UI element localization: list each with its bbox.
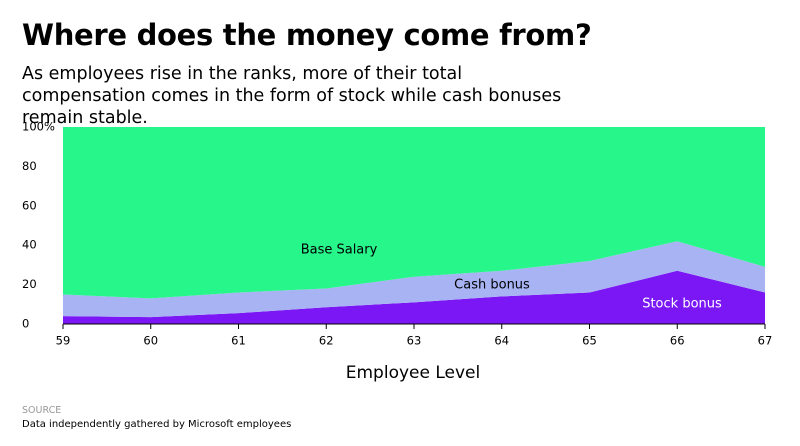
- x-tick-label: 66: [670, 334, 685, 348]
- y-tick-label: 80: [22, 159, 37, 173]
- series-label: Cash bonus: [454, 278, 530, 293]
- x-tick-label: 59: [56, 334, 71, 348]
- x-axis-label: Employee Level: [346, 363, 480, 383]
- x-tick-label: 67: [758, 334, 773, 348]
- x-tick-label: 65: [582, 334, 597, 348]
- y-tick-label: 20: [22, 277, 37, 291]
- x-tick-label: 60: [143, 334, 158, 348]
- areas: [63, 127, 765, 324]
- area: [63, 241, 765, 318]
- series-label: Stock bonus: [642, 297, 722, 312]
- x-tick-label: 63: [407, 334, 422, 348]
- y-tick-label: 100%: [22, 120, 55, 134]
- series-label: Base Salary: [301, 243, 378, 258]
- x-tick-label: 62: [319, 334, 334, 348]
- chart: Base Salary Cash bonus Stock bonus Emplo…: [22, 120, 773, 384]
- area: [63, 270, 765, 324]
- source-label: SOURCE: [22, 405, 62, 416]
- x-tick-label: 61: [231, 334, 246, 348]
- y-tick-label: 0: [22, 317, 29, 331]
- area: [63, 127, 765, 299]
- chart-title: Where does the money come from?: [22, 18, 592, 52]
- y-tick-label: 60: [22, 198, 37, 212]
- chart-subtitle: As employees rise in the ranks, more of …: [22, 64, 562, 128]
- x-tick-label: 64: [494, 334, 509, 348]
- y-tick-label: 40: [22, 238, 37, 252]
- source: Data independently gathered by Microsoft…: [22, 419, 292, 430]
